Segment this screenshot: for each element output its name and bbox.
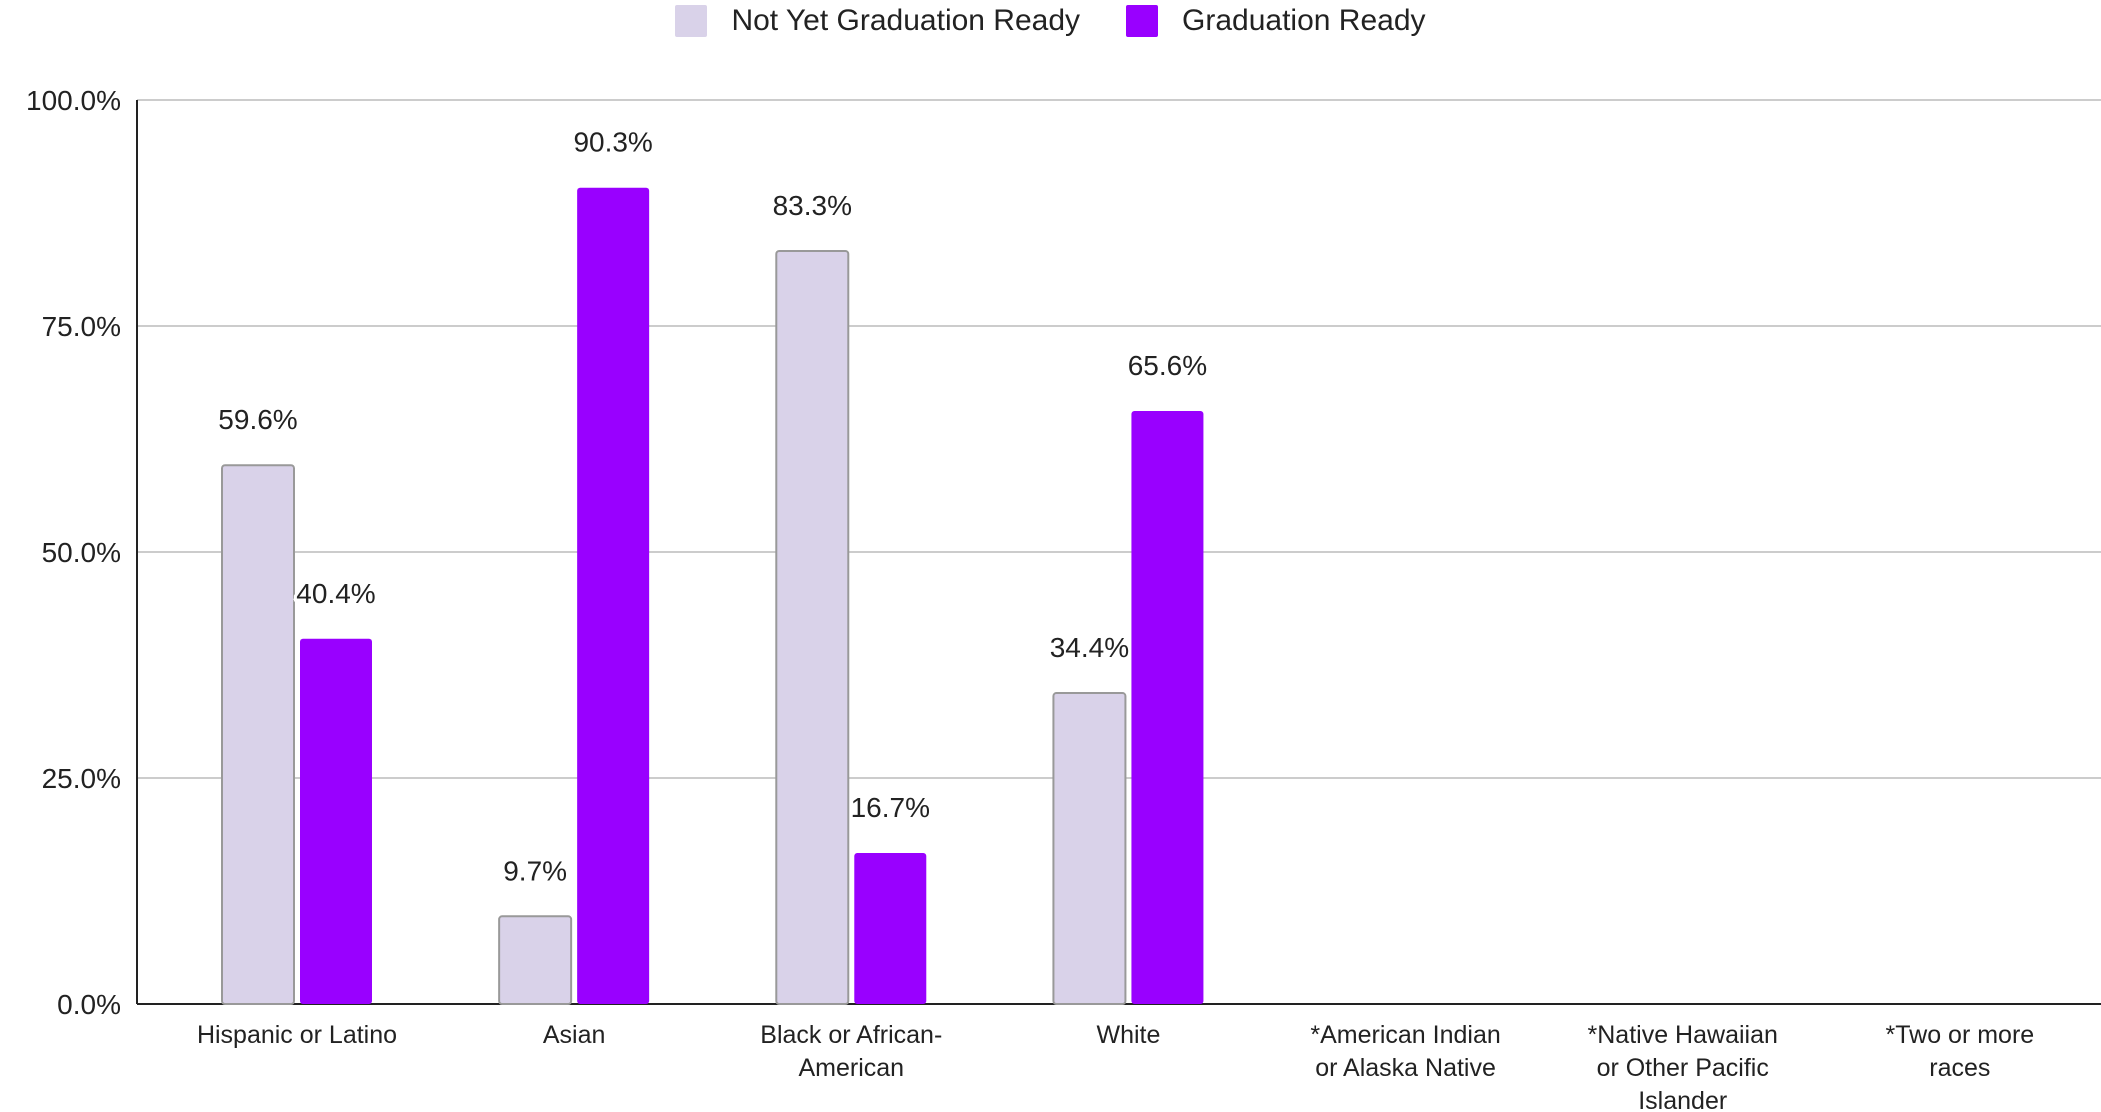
bar: [1131, 410, 1204, 1004]
legend-item-ready: Graduation Ready: [1126, 4, 1426, 38]
x-tick-label: or Alaska Native: [1315, 1054, 1496, 1082]
x-tick-label: races: [1929, 1054, 1990, 1082]
x-tick-label: *Two or more: [1886, 1021, 2035, 1049]
legend-label-not-ready: Not Yet Graduation Ready: [731, 4, 1081, 37]
x-tick-label: *American Indian: [1310, 1021, 1500, 1049]
x-tick-label: Black or African-: [760, 1021, 942, 1049]
data-label: 40.4%: [296, 578, 375, 609]
x-tick-label: American: [798, 1054, 904, 1082]
legend-swatch-ready: [1126, 5, 1159, 37]
data-label: 83.3%: [773, 190, 852, 221]
x-tick-label: Asian: [543, 1021, 606, 1049]
data-label: 59.6%: [218, 404, 297, 435]
bar: [498, 915, 573, 1006]
data-label: 90.3%: [573, 127, 652, 158]
bar: [775, 249, 850, 1005]
x-tick-label: Islander: [1638, 1087, 1727, 1112]
bar: [854, 853, 927, 1004]
legend-swatch-not-ready: [675, 5, 708, 37]
data-label: 16.7%: [851, 792, 930, 823]
legend-item-not-ready: Not Yet Graduation Ready: [675, 4, 1080, 38]
bar: [1052, 692, 1127, 1005]
data-label: 9.7%: [503, 855, 567, 886]
y-tick-label: 25.0%: [42, 763, 121, 794]
bar: [300, 638, 372, 1004]
legend: Not Yet Graduation Ready Graduation Read…: [0, 4, 2101, 38]
y-tick-label: 50.0%: [42, 537, 121, 568]
x-tick-label: *Native Hawaiian: [1588, 1021, 1778, 1049]
bar: [221, 464, 295, 1005]
x-tick-label: White: [1096, 1021, 1160, 1049]
y-tick-label: 0.0%: [57, 989, 121, 1020]
data-label: 34.4%: [1050, 632, 1129, 663]
x-tick-label: or Other Pacific: [1597, 1054, 1769, 1082]
x-tick-label: Hispanic or Latino: [197, 1021, 397, 1049]
bar: [577, 187, 650, 1005]
data-label: 65.6%: [1128, 350, 1207, 381]
y-tick-label: 75.0%: [42, 311, 121, 342]
legend-label-ready: Graduation Ready: [1182, 4, 1426, 37]
y-tick-label: 100.0%: [26, 85, 121, 116]
